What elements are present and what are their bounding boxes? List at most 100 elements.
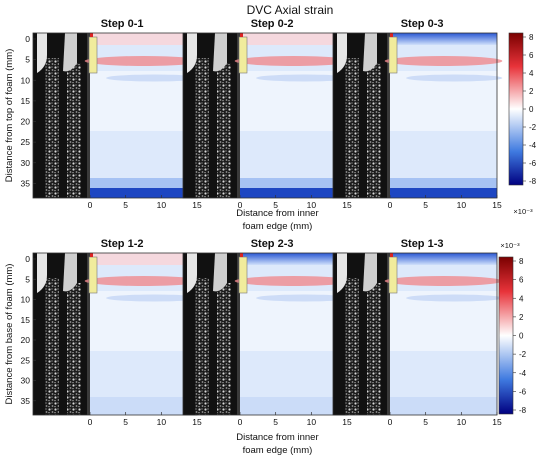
ct-edge bbox=[237, 253, 240, 415]
x-tick-label: 0 bbox=[388, 200, 393, 210]
insert-wall-left bbox=[337, 253, 347, 293]
colorbar-tick-label: 8 bbox=[529, 33, 534, 42]
x-tick-label: 15 bbox=[192, 417, 202, 427]
colorbar-tick-label: -8 bbox=[519, 406, 527, 415]
panel-title: Step 0-2 bbox=[251, 18, 294, 30]
y-tick-label: 0 bbox=[25, 254, 30, 264]
colorbar-tick-label: -2 bbox=[519, 350, 527, 359]
x-tick-label: 10 bbox=[307, 417, 317, 427]
colorbar-tick-label: 8 bbox=[519, 257, 524, 266]
x-axis-label-line1: Distance from inner bbox=[236, 432, 318, 443]
colorbar-gradient bbox=[508, 32, 524, 186]
x-tick-label: 10 bbox=[157, 200, 167, 210]
x-tick-label: 15 bbox=[492, 417, 502, 427]
strain-blue-band bbox=[106, 74, 203, 82]
colorbar-tick-label: 2 bbox=[519, 313, 524, 322]
strain-top-band bbox=[240, 253, 347, 265]
colorbar-exponent: ×10⁻³ bbox=[500, 241, 520, 250]
strain-bottom-fade bbox=[390, 178, 497, 188]
y-tick-label: 30 bbox=[21, 158, 31, 168]
strain-top-band bbox=[390, 33, 497, 45]
strain-red-band bbox=[234, 56, 353, 66]
insert-wall-right bbox=[363, 253, 377, 292]
insert-wall-left bbox=[187, 33, 197, 73]
colorbar: 8 6 4 2 0 -2 -4 -6 -8 ×10⁻³ bbox=[508, 32, 537, 216]
colorbar-tick-label: -6 bbox=[529, 159, 537, 168]
panel-step-0-3: Step 0-3 0 5 10 15 bbox=[332, 18, 503, 210]
x-tick-label: 15 bbox=[192, 200, 202, 210]
colorbar-gradient bbox=[498, 256, 514, 415]
y-tick-label: 30 bbox=[21, 376, 31, 386]
panel-frame bbox=[332, 32, 498, 199]
strain-bottom-fade bbox=[240, 178, 347, 188]
panel-step-1-3: Step 1-3 0 5 10 15 bbox=[332, 238, 503, 427]
x-axis-label-line2: foam edge (mm) bbox=[243, 221, 313, 232]
strain-blue-band bbox=[256, 294, 353, 302]
colorbar-tick-label: -2 bbox=[529, 123, 537, 132]
insert-hotspot bbox=[240, 33, 243, 37]
insert-hotspot bbox=[90, 253, 93, 257]
foam-strip-left bbox=[195, 58, 209, 198]
colorbar-tick-label: -8 bbox=[529, 177, 537, 186]
colorbar-tick-label: 6 bbox=[519, 276, 524, 285]
x-tick-label: 10 bbox=[157, 417, 167, 427]
panel-frame bbox=[332, 252, 498, 416]
x-tick-label: 5 bbox=[123, 417, 128, 427]
insert-marker bbox=[238, 256, 248, 294]
foam-strip-left bbox=[345, 58, 359, 198]
strain-bottom-band bbox=[390, 397, 497, 415]
x-tick-label: 10 bbox=[457, 417, 467, 427]
insert-wall-left bbox=[37, 33, 47, 73]
colorbar-tick-label: 4 bbox=[529, 69, 534, 78]
insert-marker bbox=[388, 256, 398, 294]
y-tick-label: 35 bbox=[21, 396, 31, 406]
foam-strip-left bbox=[45, 58, 59, 198]
x-axis-label-line1: Distance from inner bbox=[236, 208, 318, 219]
ct-edge bbox=[87, 33, 90, 198]
y-tick-label: 5 bbox=[25, 55, 30, 65]
y-tick-label: 10 bbox=[21, 75, 31, 85]
y-tick-label: 10 bbox=[21, 295, 31, 305]
strain-bottom-band bbox=[240, 397, 347, 415]
strain-top-band bbox=[90, 253, 197, 265]
foam-strip-left bbox=[345, 278, 359, 415]
x-tick-label: 15 bbox=[492, 200, 502, 210]
colorbar-tick-label: -4 bbox=[529, 141, 537, 150]
colorbar: 8 6 4 2 0 -2 -4 -6 -8 ×10⁻³ bbox=[498, 241, 527, 415]
insert-wall-left bbox=[337, 33, 347, 73]
strain-red-band bbox=[84, 276, 203, 286]
colorbar-tick-label: 0 bbox=[519, 332, 524, 341]
foam-strip-right bbox=[217, 63, 231, 198]
insert-wall-right bbox=[63, 33, 77, 72]
x-tick-label: 10 bbox=[457, 200, 467, 210]
panel-step-0-1: Step 0-1 0 5 10 15 bbox=[32, 18, 203, 210]
foam-strip-left bbox=[195, 278, 209, 415]
panel-title: Step 0-1 bbox=[101, 18, 144, 30]
row-bottom: Step 1-2 0 5 10 15 Step 2-3 0 5 10 15 Step 1-3 0 5 10… bbox=[4, 238, 527, 456]
insert-marker bbox=[88, 36, 98, 74]
insert-wall-right bbox=[363, 33, 377, 72]
figure-title: DVC Axial strain bbox=[247, 3, 334, 17]
colorbar-tick-label: -4 bbox=[519, 369, 527, 378]
panel-title: Step 1-3 bbox=[401, 238, 444, 250]
strain-bottom-band bbox=[90, 188, 197, 198]
y-tick-label: 5 bbox=[25, 274, 30, 284]
strain-bottom-band bbox=[240, 188, 347, 198]
y-axis-label: Distance from top of foam (mm) bbox=[4, 49, 15, 183]
foam-strip-right bbox=[217, 283, 231, 415]
ct-edge bbox=[237, 33, 240, 198]
x-axis-label-line2: foam edge (mm) bbox=[243, 445, 313, 456]
x-tick-label: 5 bbox=[123, 200, 128, 210]
y-axis-label: Distance from base of foam (mm) bbox=[4, 264, 15, 405]
strain-blue-band bbox=[256, 74, 353, 82]
y-tick-label: 20 bbox=[21, 117, 31, 127]
x-tick-label: 10 bbox=[307, 200, 317, 210]
insert-wall-left bbox=[37, 253, 47, 293]
insert-hotspot bbox=[90, 33, 93, 37]
x-tick-label: 15 bbox=[342, 200, 352, 210]
colorbar-tick-label: -6 bbox=[519, 387, 527, 396]
x-tick-label: 5 bbox=[423, 200, 428, 210]
panel-step-0-2: Step 0-2 0 5 10 15 bbox=[182, 18, 353, 210]
strain-top-band bbox=[240, 33, 347, 45]
